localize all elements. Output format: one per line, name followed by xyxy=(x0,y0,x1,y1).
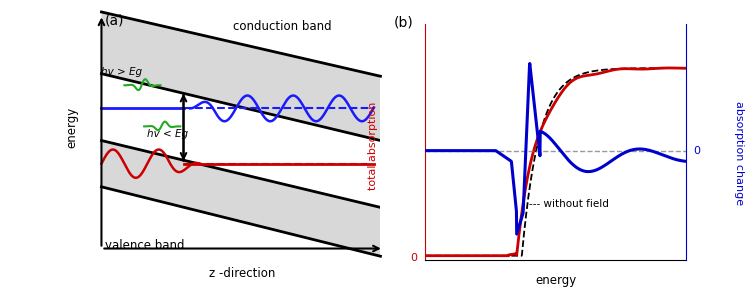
Text: absorption change: absorption change xyxy=(733,101,744,205)
Text: conduction band: conduction band xyxy=(233,20,331,33)
Text: energy: energy xyxy=(535,274,577,287)
Text: 0: 0 xyxy=(693,146,700,155)
Text: 0: 0 xyxy=(410,253,417,263)
Polygon shape xyxy=(101,141,380,256)
Text: (a): (a) xyxy=(104,14,125,28)
Text: --- without field: --- without field xyxy=(529,199,609,209)
Text: (b): (b) xyxy=(394,15,413,29)
Text: hv > Eg: hv > Eg xyxy=(101,67,142,77)
Text: valence band: valence band xyxy=(104,239,184,251)
Polygon shape xyxy=(101,12,380,141)
Text: total absorption: total absorption xyxy=(368,101,378,190)
Text: z -direction: z -direction xyxy=(210,267,276,280)
Text: hv < Eg: hv < Eg xyxy=(148,129,189,139)
Text: energy: energy xyxy=(66,107,78,148)
